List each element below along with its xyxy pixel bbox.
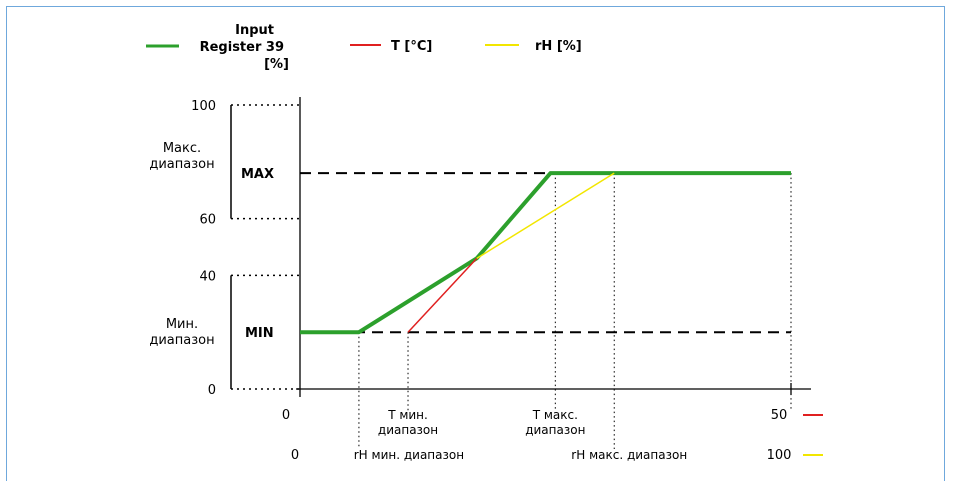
y-axis-label-line: Register 39 (200, 40, 284, 55)
y-tick-label-0: 0 (208, 383, 216, 398)
rh-axis-start-label: 0 (291, 448, 299, 463)
max-range-label-line: диапазон (149, 157, 214, 172)
t-min-range-label: диапазон (378, 423, 438, 437)
y-axis-label-line: [%] (264, 57, 289, 72)
t-max-range-label: диапазон (525, 423, 585, 437)
legend-label-1: rH [%] (535, 39, 582, 54)
chart: 04060100MAXMINМакс.диапазонМин.диапазонI… (146, 23, 823, 463)
y-tick-label-100: 100 (191, 99, 216, 114)
rh-max-range-label: rH макс. диапазон (571, 448, 687, 462)
legend-label-0: T [°C] (391, 39, 432, 54)
t-axis-end-label: 50 (771, 408, 788, 423)
y-tick-label-60: 60 (199, 213, 216, 228)
min-range-label-line: диапазон (149, 333, 214, 348)
t-max-range-label: T макс. (532, 408, 578, 422)
max-level-label: MAX (241, 167, 274, 182)
y-axis-label-line: Input (235, 23, 274, 38)
t-min-range-label: T мин. (387, 408, 428, 422)
chart-frame: 0 40 60 100 MAX MIN Макс. диапазон Мин. диапазон I… (6, 6, 945, 481)
t-axis-start-label: 0 (282, 408, 290, 423)
series-line-1 (407, 257, 478, 333)
max-range-label-line: Макс. (163, 141, 201, 156)
rh-axis-end-label: 100 (767, 448, 792, 463)
y-tick-label-40: 40 (199, 269, 216, 284)
series-line-2 (476, 172, 615, 259)
rh-min-range-label: rH мин. диапазон (354, 448, 464, 462)
series-line-0 (300, 171, 791, 335)
min-range-label-line: Мин. (166, 317, 198, 332)
min-level-label: MIN (245, 326, 274, 341)
